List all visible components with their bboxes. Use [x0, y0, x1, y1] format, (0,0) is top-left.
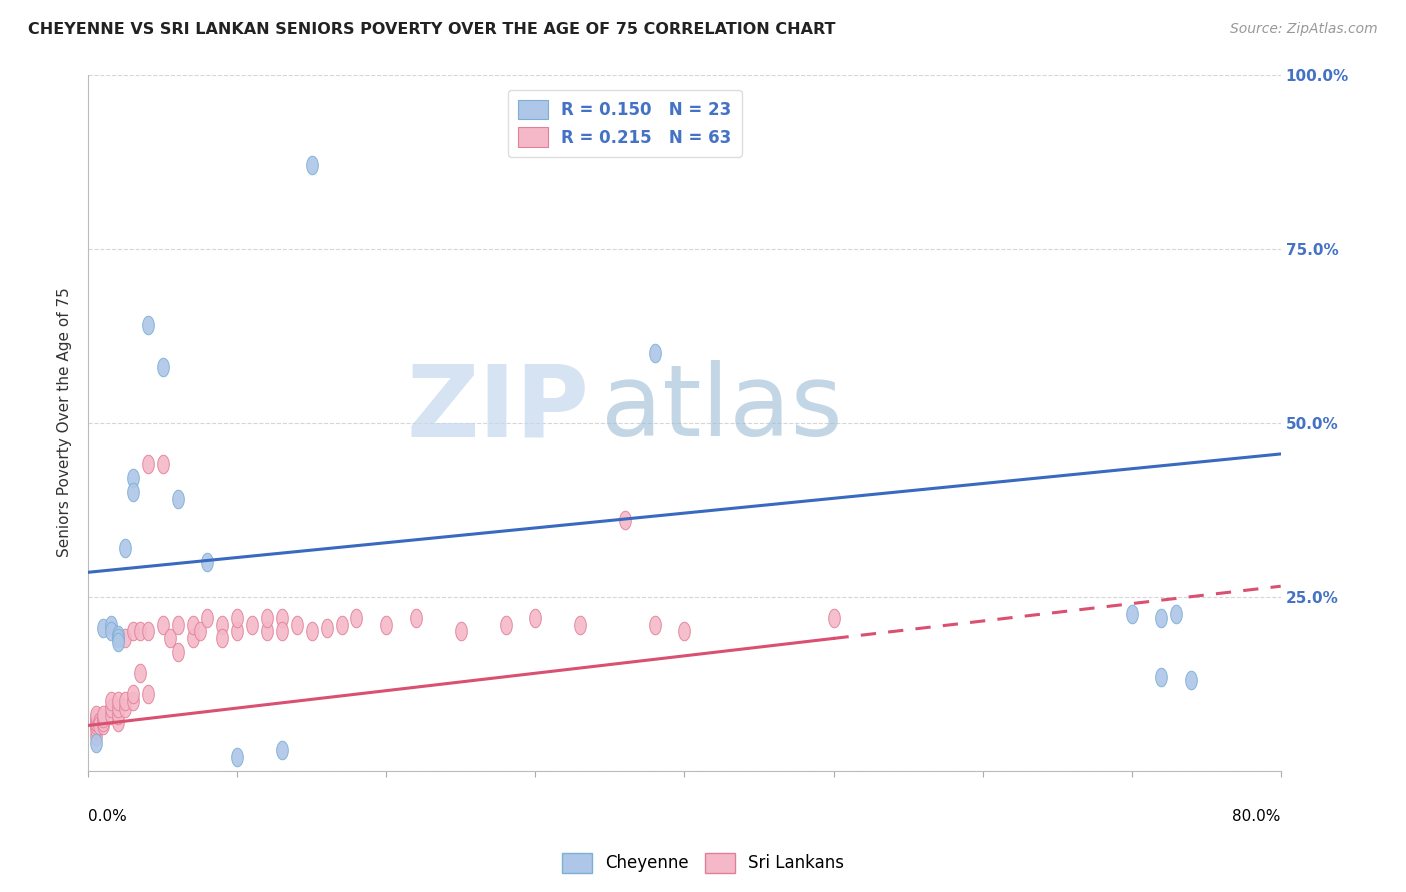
- Point: [613, 513, 636, 527]
- Point: [84, 708, 107, 723]
- Point: [122, 687, 145, 701]
- Point: [100, 701, 122, 715]
- Point: [100, 708, 122, 723]
- Point: [1150, 610, 1173, 624]
- Text: CHEYENNE VS SRI LANKAN SENIORS POVERTY OVER THE AGE OF 75 CORRELATION CHART: CHEYENNE VS SRI LANKAN SENIORS POVERTY O…: [28, 22, 835, 37]
- Point: [114, 701, 136, 715]
- Point: [673, 624, 696, 639]
- Point: [91, 708, 114, 723]
- Point: [84, 729, 107, 743]
- Text: Source: ZipAtlas.com: Source: ZipAtlas.com: [1230, 22, 1378, 37]
- Point: [226, 749, 249, 764]
- Point: [226, 624, 249, 639]
- Point: [256, 624, 278, 639]
- Point: [107, 708, 129, 723]
- Point: [644, 346, 666, 360]
- Text: 80.0%: 80.0%: [1232, 809, 1281, 824]
- Point: [330, 617, 353, 632]
- Point: [152, 617, 174, 632]
- Point: [1150, 670, 1173, 684]
- Point: [114, 632, 136, 646]
- Point: [644, 617, 666, 632]
- Point: [1121, 607, 1143, 621]
- Point: [136, 458, 159, 472]
- Point: [271, 624, 294, 639]
- Point: [114, 694, 136, 708]
- Point: [91, 621, 114, 635]
- Legend: R = 0.150   N = 23, R = 0.215   N = 63: R = 0.150 N = 23, R = 0.215 N = 63: [508, 90, 741, 157]
- Point: [129, 666, 152, 681]
- Point: [100, 617, 122, 632]
- Point: [152, 458, 174, 472]
- Point: [84, 736, 107, 750]
- Point: [226, 610, 249, 624]
- Point: [524, 610, 547, 624]
- Point: [122, 624, 145, 639]
- Point: [87, 714, 110, 729]
- Point: [107, 694, 129, 708]
- Point: [122, 694, 145, 708]
- Point: [166, 492, 188, 507]
- Point: [159, 632, 181, 646]
- Point: [197, 555, 219, 569]
- Point: [240, 617, 263, 632]
- Point: [129, 624, 152, 639]
- Legend: Cheyenne, Sri Lankans: Cheyenne, Sri Lankans: [555, 847, 851, 880]
- Point: [84, 714, 107, 729]
- Point: [107, 632, 129, 646]
- Point: [256, 610, 278, 624]
- Point: [197, 610, 219, 624]
- Point: [271, 610, 294, 624]
- Point: [495, 617, 517, 632]
- Text: ZIP: ZIP: [406, 360, 589, 458]
- Point: [152, 359, 174, 374]
- Point: [211, 617, 233, 632]
- Point: [91, 714, 114, 729]
- Point: [91, 718, 114, 732]
- Point: [271, 743, 294, 757]
- Point: [301, 158, 323, 172]
- Point: [569, 617, 592, 632]
- Text: atlas: atlas: [600, 360, 842, 458]
- Point: [181, 617, 204, 632]
- Point: [107, 701, 129, 715]
- Point: [91, 711, 114, 725]
- Point: [114, 541, 136, 555]
- Point: [166, 617, 188, 632]
- Point: [87, 718, 110, 732]
- Point: [122, 471, 145, 485]
- Point: [1166, 607, 1188, 621]
- Point: [1180, 673, 1202, 688]
- Point: [166, 645, 188, 659]
- Text: 0.0%: 0.0%: [89, 809, 127, 824]
- Point: [136, 624, 159, 639]
- Point: [188, 624, 211, 639]
- Point: [285, 617, 308, 632]
- Point: [136, 687, 159, 701]
- Point: [181, 632, 204, 646]
- Point: [823, 610, 845, 624]
- Point: [375, 617, 398, 632]
- Point: [107, 714, 129, 729]
- Point: [301, 624, 323, 639]
- Point: [136, 318, 159, 333]
- Y-axis label: Seniors Poverty Over the Age of 75: Seniors Poverty Over the Age of 75: [58, 288, 72, 558]
- Point: [405, 610, 427, 624]
- Point: [84, 718, 107, 732]
- Point: [100, 694, 122, 708]
- Point: [107, 635, 129, 649]
- Point: [84, 722, 107, 736]
- Point: [450, 624, 472, 639]
- Point: [315, 621, 337, 635]
- Point: [84, 711, 107, 725]
- Point: [122, 485, 145, 500]
- Point: [107, 628, 129, 642]
- Point: [100, 624, 122, 639]
- Point: [211, 632, 233, 646]
- Point: [346, 610, 368, 624]
